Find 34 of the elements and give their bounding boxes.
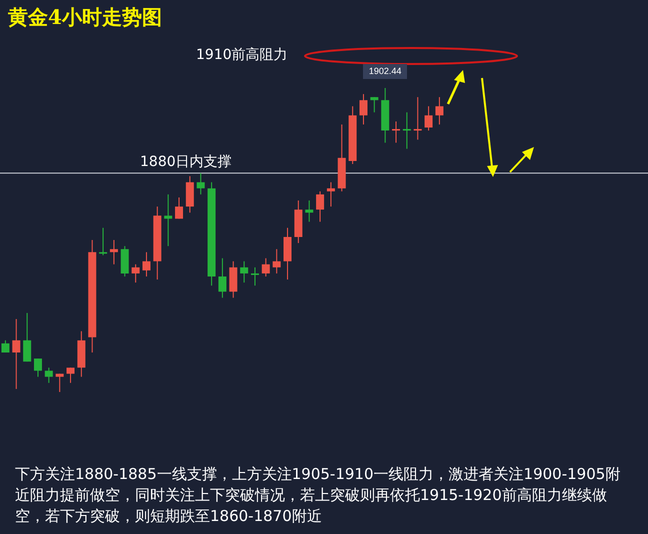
candlestick [218, 258, 226, 298]
candlestick [44, 367, 53, 384]
annotation: 1902.44 [363, 64, 408, 79]
candlestick [99, 227, 108, 256]
candlestick [392, 120, 400, 144]
candlestick [370, 96, 378, 113]
candlestick [262, 258, 270, 277]
candlestick [132, 264, 140, 284]
candlestick [272, 248, 281, 274]
candlestick [424, 106, 433, 132]
candlestick [164, 194, 172, 247]
candlestick [435, 96, 444, 125]
candlestick [326, 182, 335, 208]
candlestick [34, 358, 42, 378]
candlestick [56, 373, 64, 392]
candlestick [316, 190, 324, 222]
ref-line-label: 1880日内支撑 [140, 154, 232, 170]
candlestick [23, 312, 32, 362]
candlestick [414, 96, 422, 140]
candlestick [142, 252, 150, 277]
candlestick [66, 367, 75, 384]
candlestick [305, 200, 314, 222]
candlestick [240, 260, 248, 284]
chart-title: 黄金4小时走势图 [8, 4, 162, 31]
candlestick [12, 318, 20, 390]
candlestick [196, 172, 205, 195]
candlestick [1, 340, 10, 353]
candlestick [402, 112, 411, 150]
text: 下方关注1880-1885一线支撑，上方关注1905-1910一线阻力，激进者关注1900-1905附近阻力提前做空，同时关注上下突破情况，若上突破则再依托1915-1920前高阻力继续做空，若下方突破，则短期跌至1860-1870附近 [15, 464, 622, 527]
candlestick [359, 94, 368, 125]
candlestick [250, 266, 259, 286]
candlestick [110, 240, 118, 265]
candlestick [175, 196, 184, 220]
text: 1910前高阻力 [196, 46, 288, 64]
